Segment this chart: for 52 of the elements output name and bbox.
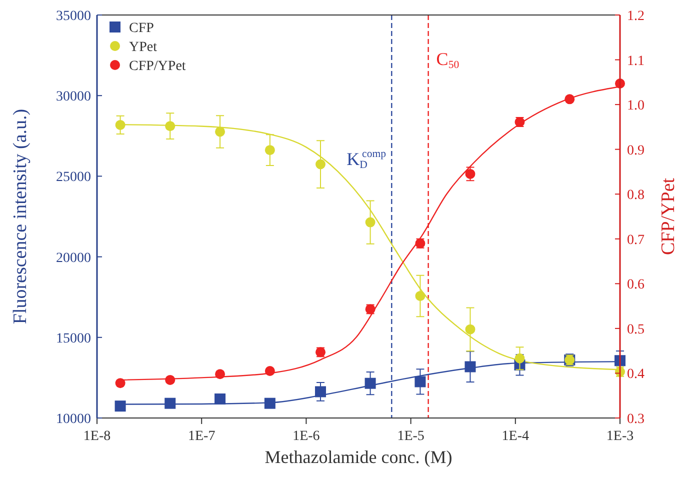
point: [364, 378, 376, 389]
y-tick-label: 20000: [56, 250, 91, 266]
point: [215, 369, 226, 380]
y2-tick-label: 1.1: [627, 54, 644, 69]
y-tick-label: 30000: [56, 90, 91, 105]
legend-label: CFP/YPet: [129, 59, 186, 74]
y2-tick-label: 0.3: [627, 412, 644, 427]
point: [264, 366, 275, 376]
point: [464, 361, 476, 372]
point: [264, 398, 276, 409]
y2-tick-label: 0.8: [627, 188, 644, 204]
point: [115, 378, 126, 388]
x-tick-label: 1E-3: [606, 429, 634, 444]
point: [215, 126, 226, 137]
point: [264, 145, 275, 156]
x-axis-title: Methazolamide conc. (M): [264, 447, 452, 467]
y-tick-label: 10000: [56, 412, 91, 427]
legend-label: YPet: [129, 40, 158, 55]
point: [214, 393, 226, 404]
y2-tick-label: 0.4: [627, 367, 644, 382]
x-tick-label: 1E-8: [83, 429, 111, 444]
point: [114, 400, 126, 412]
point: [465, 324, 476, 334]
point: [465, 168, 476, 179]
y2-axis-title: CFP/YPet: [658, 177, 679, 256]
y2-tick-label: 0.9: [627, 143, 644, 158]
y-tick-label: 35000: [56, 9, 91, 24]
legend-label: CFP: [129, 21, 154, 36]
x-tick-label: 1E-4: [502, 429, 530, 444]
point: [115, 120, 126, 130]
point: [315, 386, 326, 398]
y2-tick-label: 0.5: [627, 322, 644, 338]
y-tick-label: 15000: [56, 331, 91, 346]
ref-line-label: C$_{50}$: [436, 49, 460, 72]
y2-tick-label: 1.0: [627, 98, 644, 114]
y2-tick-label: 1.2: [627, 9, 644, 24]
point: [365, 217, 376, 228]
y-axis-title: Fluorescence intensity (a.u.): [10, 108, 31, 324]
y2-tick-label: 0.7: [627, 232, 644, 248]
point: [415, 290, 426, 301]
point: [564, 94, 575, 104]
y2-tick-label: 0.6: [627, 278, 644, 293]
point: [165, 374, 176, 385]
y-tick-label: 25000: [56, 170, 91, 186]
point: [316, 159, 326, 170]
point: [514, 353, 525, 364]
point: [164, 398, 176, 409]
point: [414, 376, 426, 388]
x-tick-label: 1E-6: [292, 429, 320, 444]
x-tick-label: 1E-5: [397, 429, 424, 444]
point: [165, 121, 176, 132]
x-tick-label: 1E-7: [188, 429, 216, 444]
